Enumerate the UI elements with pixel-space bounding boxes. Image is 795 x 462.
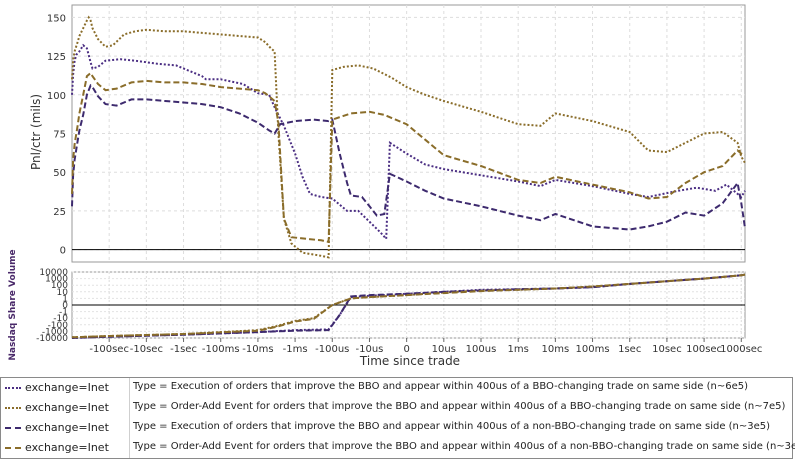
series-line-2 xyxy=(71,83,746,231)
x-tick-label: 100ms xyxy=(576,344,610,355)
legend-swatch-add-bbo xyxy=(5,407,21,409)
x-tick-label: -10sec xyxy=(130,344,163,355)
legend-entry-add-bbo: exchange=Inet Type = Order-Add Event for… xyxy=(1,398,792,418)
y-tick-label: 0 xyxy=(60,246,66,257)
volume-tick-label: -10 xyxy=(53,314,68,324)
x-tick-label: -10ms xyxy=(242,344,273,355)
series-line-0 xyxy=(71,43,746,242)
legend-type: Type = Execution of orders that improve … xyxy=(133,421,771,432)
volume-tick-label: 100 xyxy=(51,281,68,291)
x-tick-label: -100ms xyxy=(202,344,240,355)
main-plot-panel: 0 25 50 75 100 125 150 xyxy=(47,4,746,263)
volume-tick-label: 10000 xyxy=(39,268,68,278)
volume-tick-label: 10 xyxy=(57,288,69,298)
x-axis-ticks: -100sec -10sec -1sec -100ms -10ms -1ms -100us -… xyxy=(89,338,762,355)
x-tick-label: 1ms xyxy=(508,344,529,355)
legend-exchange: exchange=Inet xyxy=(25,381,109,394)
x-tick-label: 10sec xyxy=(652,344,682,355)
volume-tick-label: 1 xyxy=(62,294,68,304)
legend-swatch-add-nonbbo xyxy=(5,447,21,449)
x-tick-label: -1sec xyxy=(170,344,197,355)
series-line-1 xyxy=(71,15,746,259)
volume-tick-label: 1000 xyxy=(45,275,68,285)
legend-entry-exec-nonbbo: exchange=Inet Type = Execution of orders… xyxy=(1,418,792,438)
x-tick-label: 10us xyxy=(432,344,456,355)
series-line-3 xyxy=(71,71,746,244)
legend-swatch-exec-nonbbo xyxy=(5,427,21,429)
legend-type: Type = Order-Add Event for orders that i… xyxy=(133,441,795,452)
y-tick-label: 75 xyxy=(53,130,66,141)
x-axis-label: Time since trade xyxy=(359,354,460,368)
x-tick-label: 10ms xyxy=(542,344,570,355)
legend-exchange: exchange=Inet xyxy=(25,401,109,414)
x-tick-label: 100sec xyxy=(686,344,722,355)
x-tick-label: 100us xyxy=(466,344,497,355)
volume-series-line-3 xyxy=(71,273,746,339)
volume-axis-label: Nasdaq Share Volume xyxy=(8,249,18,360)
legend-entry-exec-bbo: exchange=Inet Type = Execution of orders… xyxy=(1,378,792,398)
x-tick-label: 1sec xyxy=(618,344,641,355)
legend-entry-add-nonbbo: exchange=Inet Type = Order-Add Event for… xyxy=(1,438,795,458)
volume-tick-label: -1000 xyxy=(42,327,68,337)
volume-tick-label: 0 xyxy=(62,301,68,311)
x-tick-label: -100sec xyxy=(89,344,129,355)
legend: exchange=Inet Type = Execution of orders… xyxy=(0,377,795,459)
legend-exchange: exchange=Inet xyxy=(25,441,109,454)
y-tick-label: 100 xyxy=(47,91,66,102)
x-tick-label: -10us xyxy=(356,344,384,355)
legend-type: Type = Execution of orders that improve … xyxy=(133,381,748,392)
legend-divider xyxy=(129,378,130,458)
x-tick-label: 0 xyxy=(403,344,409,355)
y-tick-label: 150 xyxy=(47,13,66,24)
volume-tick-label: -100 xyxy=(48,321,69,331)
y-tick-label: 25 xyxy=(53,207,66,218)
x-tick-label: 1000sec xyxy=(720,344,762,355)
volume-tick-label: -10000 xyxy=(36,334,68,344)
x-tick-label: -1ms xyxy=(283,344,308,355)
legend-type: Type = Order-Add Event for orders that i… xyxy=(133,401,786,412)
legend-swatch-exec-bbo xyxy=(5,387,21,389)
volume-tick-label: -1 xyxy=(59,308,68,318)
y-tick-label: 125 xyxy=(47,52,66,63)
legend-exchange: exchange=Inet xyxy=(25,421,109,434)
y-axis-label: Pnl/ctr (mils) xyxy=(29,94,43,170)
x-tick-label: -100us xyxy=(315,344,349,355)
y-tick-label: 50 xyxy=(53,168,66,179)
